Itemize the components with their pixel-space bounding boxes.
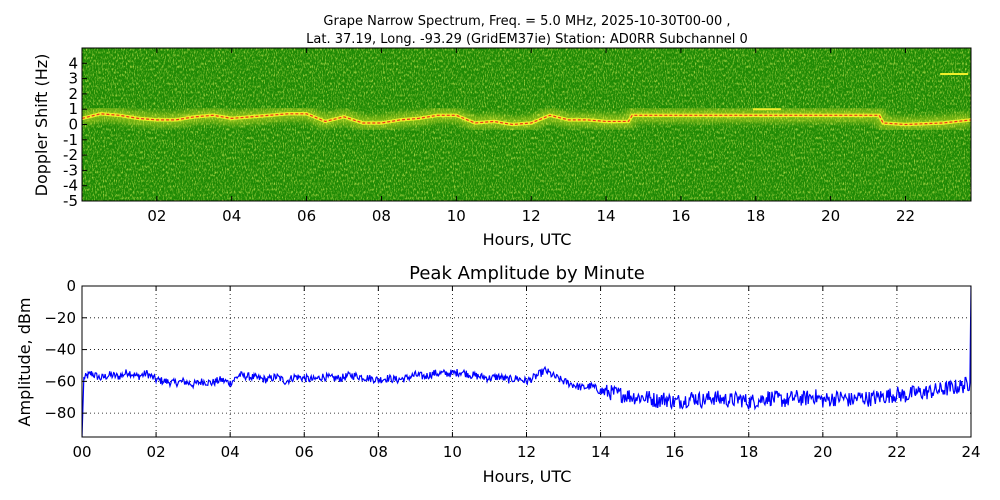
amplitude-x-tick-label: 02 <box>147 443 166 461</box>
spectrogram-y-tick-label: 3 <box>68 70 78 88</box>
spectrogram-x-tick-label: 06 <box>297 207 316 225</box>
amplitude-x-tick-label: 18 <box>739 443 758 461</box>
spectrogram-y-tick-label: 2 <box>68 85 78 103</box>
spectrogram-x-tick-label: 18 <box>746 207 765 225</box>
amplitude-panel: Peak Amplitude by Minute 00 02 04 06 08 10 12 1… <box>15 263 981 486</box>
spectrogram-y-tick-label: -4 <box>63 177 78 195</box>
spectrogram-x-tick-label: 02 <box>147 207 166 225</box>
amplitude-x-label: Hours, UTC <box>483 467 572 486</box>
spectrogram-x-tick-label: 20 <box>821 207 840 225</box>
spectrogram-y-tick-label: -1 <box>63 131 78 149</box>
amplitude-y-tick-label: 0 <box>66 277 76 295</box>
amplitude-title: Peak Amplitude by Minute <box>409 263 645 284</box>
spectrogram-x-tick-label: 14 <box>596 207 615 225</box>
spectrogram-x-tick-label: 12 <box>522 207 541 225</box>
amplitude-x-tick-label: 10 <box>443 443 462 461</box>
spectrogram-y-tick-label: 4 <box>68 54 78 72</box>
spectrogram-x-tick-label: 08 <box>372 207 391 225</box>
amplitude-x-tick-label: 20 <box>813 443 832 461</box>
amplitude-y-tick-label: −40 <box>44 341 76 359</box>
amplitude-x-tick-label: 24 <box>961 443 980 461</box>
doppler-trace-peak <box>82 113 971 126</box>
amplitude-y-tick-label: −80 <box>44 404 76 422</box>
amplitude-x-tick-label: 12 <box>517 443 536 461</box>
spectrogram-x-tick-label: 10 <box>447 207 466 225</box>
amplitude-x-tick-label: 14 <box>591 443 610 461</box>
figure-title-line1: Grape Narrow Spectrum, Freq. = 5.0 MHz, … <box>323 14 730 29</box>
amplitude-x-tick-label: 06 <box>295 443 314 461</box>
spectrogram-y-tick-label: -3 <box>63 161 78 179</box>
spectrogram-x-tick-label: 22 <box>896 207 915 225</box>
spectrogram-y-tick-label: -2 <box>63 146 78 164</box>
amplitude-y-tick-label: −20 <box>44 309 76 327</box>
amplitude-x-tick-label: 04 <box>221 443 240 461</box>
spectrogram-x-tick-label: 16 <box>671 207 690 225</box>
amplitude-y-tick-label: −60 <box>44 372 76 390</box>
spectrogram-x-tick-label: 04 <box>222 207 241 225</box>
spectrogram-y-tick-label: 0 <box>68 116 78 134</box>
spectrogram-y-label: Doppler Shift (Hz) <box>32 54 51 197</box>
amplitude-x-tick-label: 08 <box>369 443 388 461</box>
amplitude-series-line <box>82 286 971 437</box>
amplitude-x-tick-label: 22 <box>887 443 906 461</box>
amplitude-y-label: Amplitude, dBm <box>15 298 34 427</box>
amplitude-x-tick-label: 16 <box>665 443 684 461</box>
spectrogram-y-tick-label: 1 <box>68 100 78 118</box>
spectrogram-y-tick-label: -5 <box>63 192 78 210</box>
spectrogram-x-label: Hours, UTC <box>483 230 572 249</box>
figure-title-line2: Lat. 37.19, Long. -93.29 (GridEM37ie) St… <box>306 32 748 47</box>
amplitude-x-tick-label: 00 <box>72 443 91 461</box>
